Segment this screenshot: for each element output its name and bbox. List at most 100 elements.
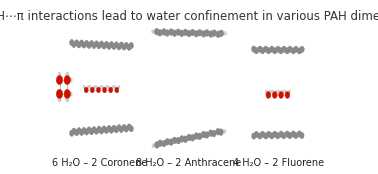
Circle shape [208,130,213,137]
Circle shape [104,41,108,47]
Circle shape [269,90,271,94]
Circle shape [82,127,86,133]
Circle shape [276,46,280,52]
Circle shape [50,97,53,102]
Circle shape [187,30,191,37]
Circle shape [195,133,198,137]
Circle shape [79,129,84,136]
Circle shape [112,44,116,50]
Circle shape [197,29,202,36]
Circle shape [119,126,124,133]
Circle shape [72,41,76,48]
Circle shape [79,40,84,46]
Circle shape [217,33,220,37]
Circle shape [155,141,160,148]
Circle shape [253,46,255,50]
Circle shape [263,46,268,52]
Circle shape [112,85,114,88]
Circle shape [92,42,96,49]
Circle shape [181,136,183,140]
Circle shape [271,135,273,139]
Circle shape [272,92,277,98]
Circle shape [177,140,180,144]
Circle shape [274,131,276,135]
Circle shape [212,133,215,136]
Circle shape [161,29,166,35]
Circle shape [56,89,63,98]
Circle shape [87,42,91,48]
Circle shape [165,30,169,36]
Circle shape [94,41,99,47]
Circle shape [294,135,297,139]
Circle shape [99,128,104,134]
Circle shape [280,131,282,135]
Circle shape [124,42,129,48]
Circle shape [102,43,106,49]
Circle shape [191,30,194,34]
Circle shape [58,97,61,102]
Circle shape [99,41,104,47]
Circle shape [206,30,208,34]
Circle shape [286,131,288,135]
Circle shape [110,130,113,133]
Circle shape [283,46,285,50]
Circle shape [275,90,278,94]
Circle shape [107,43,111,49]
Circle shape [217,129,219,133]
Circle shape [277,135,279,139]
Circle shape [259,46,261,50]
Circle shape [99,85,102,88]
Circle shape [56,76,63,85]
Circle shape [202,132,205,136]
Circle shape [288,135,291,139]
Circle shape [183,29,188,36]
Circle shape [49,76,55,85]
Circle shape [98,45,100,49]
Circle shape [288,132,292,139]
Circle shape [120,42,123,46]
Circle shape [90,40,93,44]
Text: 8 H₂O – 2 Anthracene: 8 H₂O – 2 Anthracene [136,158,242,168]
Circle shape [100,41,103,45]
Circle shape [179,30,184,37]
Circle shape [128,47,130,50]
Circle shape [42,72,46,77]
Circle shape [94,128,99,134]
Circle shape [109,87,113,93]
Circle shape [177,29,180,33]
Circle shape [277,46,279,50]
Circle shape [70,39,73,43]
Circle shape [90,131,93,135]
Text: 4 H₂O – 2 Fluorene: 4 H₂O – 2 Fluorene [233,158,324,168]
Circle shape [219,30,224,37]
Circle shape [212,30,217,36]
Circle shape [288,90,291,94]
Circle shape [72,128,76,134]
Circle shape [108,125,110,129]
Circle shape [172,137,177,144]
Circle shape [268,131,270,135]
Circle shape [173,32,176,36]
Circle shape [180,136,184,142]
Circle shape [89,129,94,135]
Circle shape [267,50,270,54]
Circle shape [50,72,53,77]
Circle shape [291,48,296,54]
Circle shape [130,42,133,46]
Circle shape [87,127,91,133]
Circle shape [271,46,273,50]
Circle shape [292,50,294,54]
Circle shape [298,50,301,54]
Circle shape [176,29,181,35]
Circle shape [270,133,274,139]
Circle shape [292,131,294,135]
Circle shape [169,29,174,35]
Circle shape [261,132,264,135]
Circle shape [100,130,103,134]
Circle shape [284,90,287,94]
Circle shape [130,128,133,132]
Circle shape [190,29,195,36]
Circle shape [297,131,302,137]
Circle shape [64,89,70,98]
Circle shape [187,33,191,36]
